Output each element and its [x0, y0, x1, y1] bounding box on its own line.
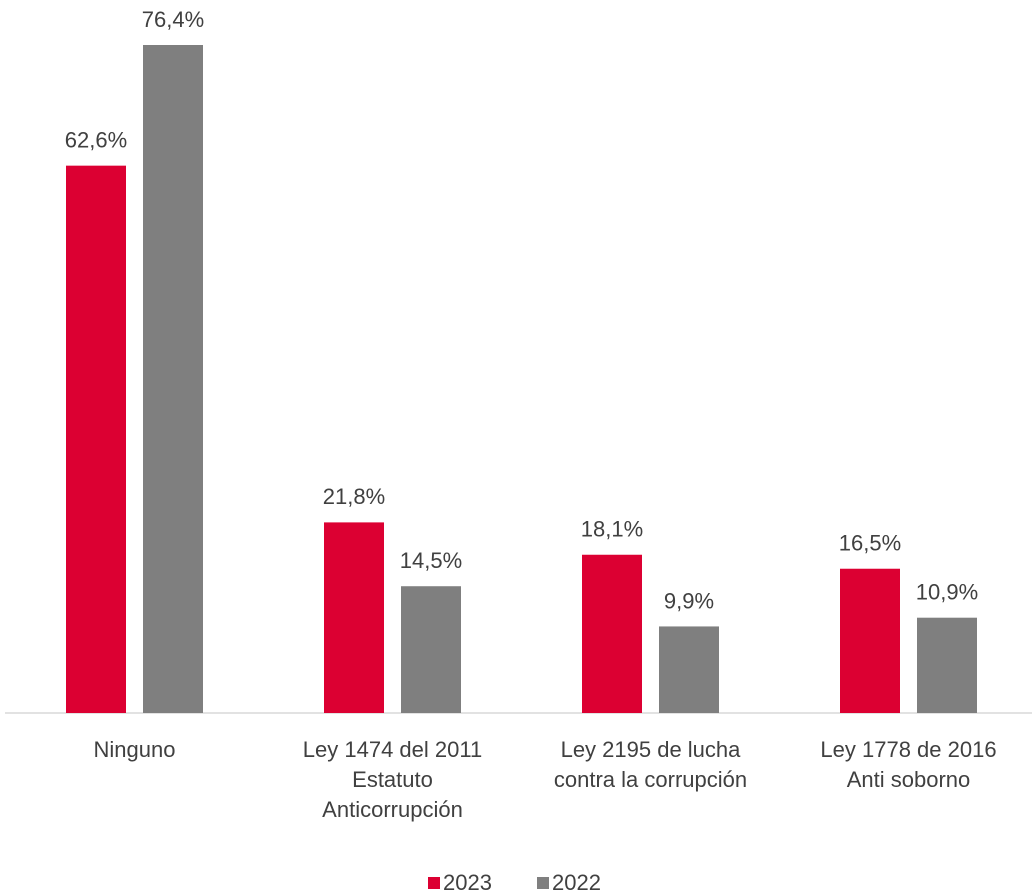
- x-tick-label: Ninguno: [93, 737, 176, 762]
- bar: [917, 617, 977, 713]
- data-label: 16,5%: [839, 531, 901, 556]
- data-label: 14,5%: [400, 548, 462, 573]
- bar: [401, 586, 461, 713]
- legend-label: 2023: [443, 870, 492, 895]
- bar: [840, 568, 900, 713]
- legend-label: 2022: [552, 870, 601, 895]
- data-label: 76,4%: [142, 7, 204, 32]
- bar: [582, 554, 642, 713]
- bar: [143, 45, 203, 713]
- bar: [66, 165, 126, 714]
- data-label: 9,9%: [664, 588, 714, 613]
- bar: [324, 522, 384, 713]
- data-label: 62,6%: [65, 127, 127, 152]
- bar: [659, 626, 719, 713]
- legend-swatch: [428, 877, 440, 889]
- x-tick-label: Ley 1474 del 2011 Estatuto Anticorrupció…: [302, 737, 483, 822]
- x-tick-label: Ley 2195 de lucha contra la corrupción: [553, 737, 748, 792]
- data-label: 21,8%: [323, 484, 385, 509]
- data-label: 10,9%: [916, 580, 978, 605]
- legend-swatch: [537, 877, 549, 889]
- data-label: 18,1%: [581, 517, 643, 542]
- x-tick-label: Ley 1778 de 2016 Anti soborno: [820, 737, 997, 792]
